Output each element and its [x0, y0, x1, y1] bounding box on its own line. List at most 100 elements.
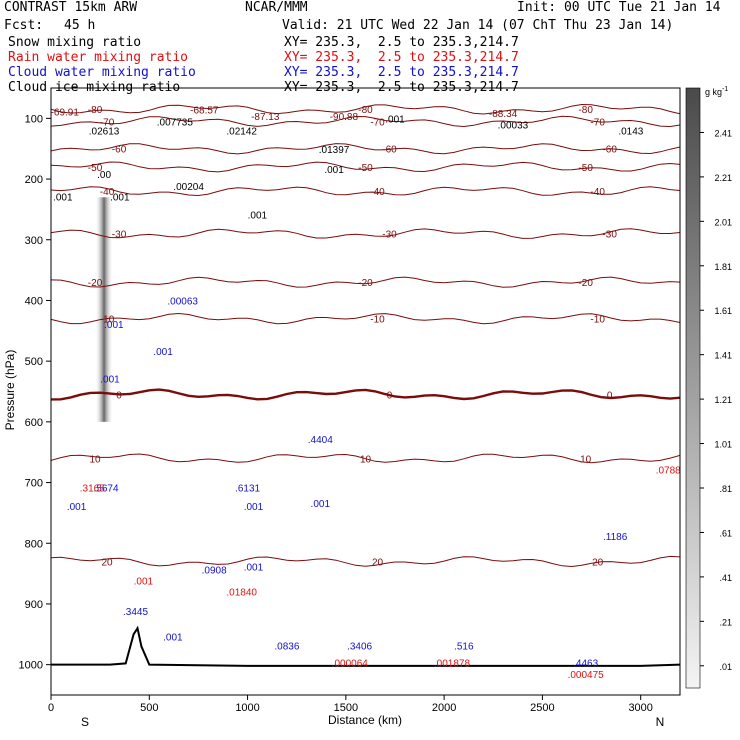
- extremum-label: .4404: [308, 435, 333, 446]
- temperature-contour: [51, 103, 680, 115]
- colorbar-level-label: 2.01: [714, 217, 732, 227]
- y-tick-label: 900: [25, 599, 43, 611]
- temperature-contour-label: 20: [101, 557, 113, 568]
- temperature-contour-label: -40: [370, 187, 385, 198]
- colorbar-level-label: 1.61: [714, 306, 732, 316]
- field-label-rain: Rain water mixing ratio: [8, 50, 189, 65]
- y-tick-label: 300: [25, 235, 43, 247]
- extremum-label: .000064: [332, 658, 369, 669]
- temperature-contour-label: 20: [592, 557, 604, 568]
- extremum-label: .00: [97, 170, 111, 181]
- extremum-label: .01840: [226, 587, 257, 598]
- extremum-label: .001: [311, 499, 331, 510]
- extremum-label: .001: [53, 192, 73, 203]
- x-tick-label: 3000: [628, 702, 652, 714]
- temperature-contour: [51, 161, 680, 173]
- extremum-label: .6131: [235, 484, 260, 495]
- y-axis-label: Pressure (hPa): [3, 350, 17, 431]
- field-label-snow: Snow mixing ratio: [8, 35, 142, 50]
- extremum-label: -87.13: [251, 112, 280, 123]
- y-tick-label: 400: [25, 295, 43, 307]
- temperature-contour-label: -10: [100, 315, 115, 326]
- temperature-contour-label: 10: [89, 454, 101, 465]
- extremum-label: .01397: [319, 145, 350, 156]
- temperature-contour: [51, 312, 680, 325]
- temperature-contour-label: -60: [382, 145, 397, 156]
- temperature-contour: [51, 115, 680, 128]
- temperature-contour-label: -30: [382, 230, 397, 241]
- temperature-contour-label: 10: [360, 454, 372, 465]
- extremum-label: .001: [110, 192, 130, 203]
- temperature-contour-label: 10: [580, 454, 592, 465]
- temperature-contour-label: 0: [116, 391, 122, 402]
- temperature-contour-label: -60: [112, 145, 127, 156]
- x-tick-label: 1500: [334, 702, 358, 714]
- extremum-label: .001: [248, 211, 268, 222]
- temperature-contour-label: -40: [590, 187, 605, 198]
- valid-time: Valid: 21 UTC Wed 22 Jan 14 (07 ChT Thu …: [282, 18, 674, 33]
- temperature-contour: [51, 276, 680, 288]
- extremum-label: .001: [163, 632, 183, 643]
- temperature-contour-label: -20: [578, 278, 593, 289]
- fcst-value: 45 h: [64, 18, 96, 33]
- x-axis-label: Distance (km): [328, 713, 402, 727]
- fcst-label: Fcst:: [4, 18, 44, 33]
- temperature-contour-label: -70: [370, 117, 385, 128]
- y-tick-label: 500: [25, 356, 43, 368]
- temperature-contour-label: -30: [602, 230, 617, 241]
- endpoint-left: S: [81, 715, 89, 729]
- extremum-label: .001: [244, 563, 264, 574]
- temperature-contour-label: -60: [602, 145, 617, 156]
- extremum-label: .1186: [603, 532, 628, 543]
- temperature-contour-label: -30: [112, 230, 127, 241]
- extremum-label: .0788: [656, 465, 681, 476]
- colorbar-level-label: .81: [719, 484, 732, 494]
- extremum-label: .00204: [173, 182, 204, 193]
- colorbar-level-label: .01: [719, 662, 732, 672]
- colorbar-level-label: 1.21: [714, 395, 732, 405]
- endpoint-right: N: [656, 715, 665, 729]
- extremum-label: .3406: [347, 641, 372, 652]
- temperature-contour-label: -20: [358, 278, 373, 289]
- y-tick-label: 1000: [19, 660, 43, 672]
- temperature-contour: [51, 555, 680, 568]
- y-tick-label: 600: [25, 417, 43, 429]
- extremum-label: -68.57: [190, 105, 219, 116]
- surface-pressure-line: [51, 625, 680, 667]
- extremum-label: .0143: [618, 127, 643, 138]
- shaded-maximum: [95, 197, 114, 422]
- extremum-label: .000475: [568, 670, 605, 681]
- extremum-label: .001: [244, 502, 264, 513]
- temperature-contour-label: -50: [358, 163, 373, 174]
- extremum-label: .3445: [123, 607, 148, 618]
- x-tick-label: 500: [140, 702, 158, 714]
- extremum-label: .001: [104, 320, 124, 331]
- colorbar-level-label: 1.01: [714, 440, 732, 450]
- temperature-contour-label: -50: [88, 163, 103, 174]
- extremum-label: .007735: [157, 118, 194, 129]
- temperature-contour-label: -80: [358, 105, 373, 116]
- extremum-label: .001: [385, 115, 405, 126]
- temperature-contour-label: 0: [387, 391, 393, 402]
- temperature-contour: [51, 388, 680, 401]
- field-xy-cloudwater: XY= 235.3, 2.5 to 235.3,214.7: [284, 65, 519, 80]
- temperature-contour-label: -70: [590, 117, 605, 128]
- temperature-contour-label: -50: [578, 163, 593, 174]
- temperature-contour-label: -70: [100, 117, 115, 128]
- x-tick-label: 0: [48, 702, 54, 714]
- x-tick-label: 2500: [530, 702, 554, 714]
- org-title: NCAR/MMM: [245, 0, 308, 15]
- temperature-contour-label: -80: [578, 105, 593, 116]
- colorbar-level-label: 1.81: [714, 262, 732, 272]
- extremum-label: .001: [153, 347, 173, 358]
- temperature-contour-label: -10: [370, 315, 385, 326]
- extremum-label: -88.34: [489, 109, 518, 120]
- extremum-label: .5674: [94, 484, 119, 495]
- extremum-label: -90.88: [330, 112, 359, 123]
- extremum-label: .02613: [89, 127, 120, 138]
- temperature-contour: [51, 143, 680, 155]
- extremum-label: .001: [100, 374, 120, 385]
- extremum-label: .0908: [202, 566, 227, 577]
- x-tick-label: 2000: [432, 702, 456, 714]
